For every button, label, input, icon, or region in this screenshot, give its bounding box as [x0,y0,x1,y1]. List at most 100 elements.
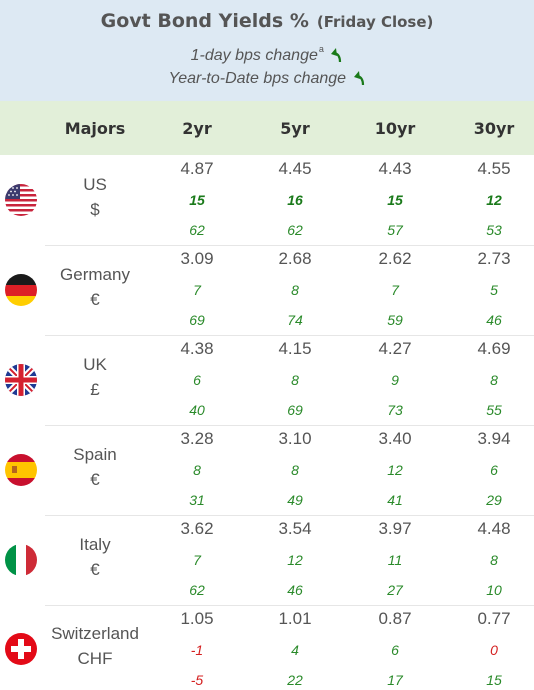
ytd-change-5yr: 46 [287,582,303,598]
spain-flag-icon [5,454,37,486]
country-label: Germany € [40,262,150,312]
currency-symbol: CHF [77,649,113,668]
yield-10yr: 4.27 [378,339,412,358]
table-row: Germany € 3.09 2.68 2.62 2.73 7 8 7 5 69… [0,245,534,335]
yield-2yr: 1.05 [180,609,214,628]
ytd-change-2yr: 62 [189,222,205,238]
ytd-change-30yr: 10 [486,582,502,598]
country-label: US $ [40,172,150,222]
us-flag-icon [5,184,37,216]
country-label: Italy € [40,532,150,582]
row-divider [45,335,534,336]
country-name: Italy [79,535,111,554]
legend-1day-sup: a [318,44,324,54]
yield-2yr: 3.62 [180,519,214,538]
germany-flag-icon [5,274,37,306]
yield-10yr: 3.97 [378,519,412,538]
ytd-change-30yr: 15 [486,672,502,688]
day-change-10yr: 15 [387,192,403,208]
country-label: Switzerland CHF [40,621,150,671]
country-label: Spain € [40,442,150,492]
table-row: Switzerland CHF 1.05 1.01 0.87 0.77 -1 4… [0,605,534,690]
ytd-change-2yr: 31 [189,492,205,508]
yield-5yr: 1.01 [278,609,312,628]
ytd-change-5yr: 49 [287,492,303,508]
yield-5yr: 4.15 [278,339,312,358]
yield-5yr: 4.45 [278,159,312,178]
ytd-change-10yr: 27 [387,582,403,598]
ytd-change-10yr: 59 [387,312,403,328]
country-name: US [83,175,107,194]
yield-5yr: 3.54 [278,519,312,538]
ytd-change-30yr: 46 [486,312,502,328]
switzerland-flag-icon [5,633,37,665]
ytd-change-5yr: 62 [287,222,303,238]
day-change-30yr: 5 [490,282,498,298]
legend-1day: 1-day bps changea [0,44,534,65]
currency-symbol: € [90,560,100,579]
curved-up-arrow-icon [353,71,364,86]
day-change-5yr: 12 [287,552,303,568]
day-change-2yr: 7 [193,282,201,298]
title-banner: Govt Bond Yields % (Friday Close) 1-day b… [0,0,534,101]
day-change-10yr: 11 [387,552,403,568]
country-name: UK [83,355,107,374]
page-title: Govt Bond Yields % (Friday Close) [0,10,534,32]
day-change-30yr: 8 [490,552,498,568]
day-change-2yr: 8 [193,462,201,478]
column-header-row: Majors 2yr 5yr 10yr 30yr [0,101,534,155]
column-header-10yr: 10yr [374,119,416,138]
table-row: UK £ 4.38 4.15 4.27 4.69 6 8 9 8 40 69 7… [0,335,534,425]
day-change-2yr: 7 [193,552,201,568]
ytd-change-2yr: 62 [189,582,205,598]
yield-30yr: 3.94 [477,429,511,448]
ytd-change-2yr: 40 [189,402,205,418]
ytd-change-10yr: 17 [387,672,403,688]
yield-10yr: 2.62 [378,249,412,268]
row-divider [45,605,534,606]
legend-ytd-label: Year-to-Date bps change [168,70,347,87]
yield-2yr: 3.09 [180,249,214,268]
legend-ytd: Year-to-Date bps change [0,70,534,88]
ytd-change-10yr: 41 [387,492,403,508]
day-change-2yr: 15 [189,192,205,208]
currency-symbol: £ [90,380,100,399]
legend-1day-label: 1-day bps change [190,47,318,64]
row-divider [45,425,534,426]
country-label: UK £ [40,352,150,402]
ytd-change-5yr: 69 [287,402,303,418]
yield-10yr: 3.40 [378,429,412,448]
yield-30yr: 4.55 [477,159,511,178]
uk-flag-icon [5,364,37,396]
title-text: Govt Bond Yields % [100,10,309,32]
currency-symbol: € [90,470,100,489]
yield-2yr: 4.87 [180,159,214,178]
curved-up-arrow-icon [331,48,342,63]
day-change-30yr: 12 [486,192,502,208]
ytd-change-2yr: -5 [190,672,204,688]
country-name: Germany [60,265,130,284]
day-change-2yr: 6 [193,372,201,388]
yield-2yr: 3.28 [180,429,214,448]
currency-symbol: $ [90,200,100,219]
column-header-5yr: 5yr [280,119,310,138]
row-divider [45,515,534,516]
column-header-majors: Majors [64,119,126,138]
day-change-10yr: 7 [391,282,399,298]
title-subtitle: (Friday Close) [316,13,434,31]
ytd-change-10yr: 57 [387,222,403,238]
yield-2yr: 4.38 [180,339,214,358]
day-change-30yr: 8 [490,372,498,388]
yield-5yr: 3.10 [278,429,312,448]
day-change-10yr: 6 [391,642,399,658]
column-header-2yr: 2yr [182,119,212,138]
day-change-2yr: -1 [190,642,204,658]
table-row: Italy € 3.62 3.54 3.97 4.48 7 12 11 8 62… [0,515,534,605]
yield-30yr: 2.73 [477,249,511,268]
country-name: Spain [73,445,117,464]
ytd-change-5yr: 74 [287,312,303,328]
currency-symbol: € [90,290,100,309]
day-change-10yr: 9 [391,372,399,388]
table-row: US $ 4.87 4.45 4.43 4.55 15 16 15 12 62 … [0,155,534,245]
italy-flag-icon [5,544,37,576]
